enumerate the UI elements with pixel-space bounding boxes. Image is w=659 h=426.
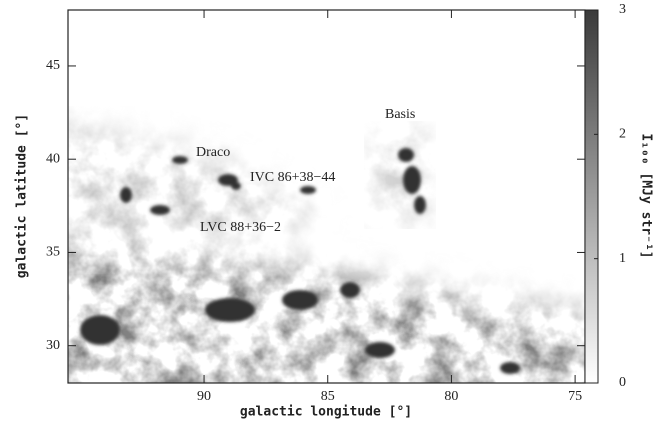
- colorbar-scale: [585, 10, 598, 383]
- colorbar-tick-label: 2: [619, 127, 626, 142]
- x-tick-label: 85: [321, 389, 335, 404]
- x-tick-label: 80: [444, 389, 458, 404]
- x-tick-label: 75: [568, 389, 582, 404]
- y-tick-label: 45: [46, 58, 60, 73]
- y-tick-label: 40: [46, 151, 60, 166]
- annotation: LVC 88+36−2: [200, 220, 281, 235]
- x-tick-label: 90: [197, 389, 211, 404]
- map-image: [68, 10, 585, 383]
- annotation: IVC 86+38−44: [250, 170, 335, 185]
- colorbar-tick-label: 1: [619, 251, 626, 266]
- y-tick-label: 35: [46, 245, 60, 260]
- annotation: Draco: [196, 145, 230, 160]
- chart: 0 1 2 3 galactic longitude [°] galactic lat…: [0, 0, 659, 426]
- y-axis-label: galactic latitude [°]: [15, 114, 30, 278]
- y-tick-label: 30: [46, 338, 60, 353]
- colorbar: 0 1 2 3: [585, 2, 626, 390]
- colorbar-tick-label: 3: [619, 2, 626, 17]
- colorbar-label: I₁₀₀ [MJy str⁻¹]: [639, 133, 654, 258]
- x-axis-label: galactic longitude [°]: [240, 405, 412, 420]
- colorbar-tick-label: 0: [619, 375, 626, 390]
- annotation: Basis: [385, 107, 415, 122]
